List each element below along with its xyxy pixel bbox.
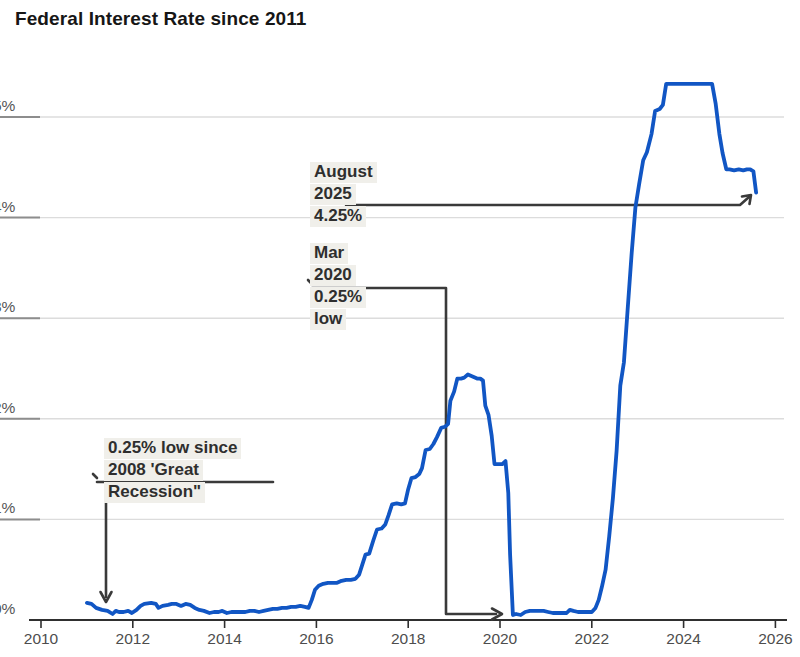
annotation-low-2011-line-1: 2008 'Great: [104, 460, 203, 481]
annotation-aug-2025-line-0: August: [310, 162, 377, 183]
y-tick-label-0%: 0%: [0, 600, 15, 618]
x-tick-label-2020: 2020: [483, 630, 517, 648]
x-tick-label-2014: 2014: [207, 630, 241, 648]
annotation-mar-2020-line-0: Mar: [310, 243, 348, 264]
annotation-aug-2025-line-1: 2025: [310, 184, 356, 205]
annotation-aug-2025-line-2: 4.25%: [310, 206, 366, 227]
y-tick-label-5%: 5%: [0, 97, 15, 115]
y-tick-label-1%: 1%: [0, 499, 15, 517]
x-tick-label-2010: 2010: [24, 630, 58, 648]
annotation-mar-2020-line-1: 2020: [310, 265, 356, 286]
annotation-mar-2020-line-3: low: [310, 309, 346, 330]
interest-rate-chart: Federal Interest Rate since 2011 0%1%2%3…: [0, 0, 800, 657]
x-tick-label-2012: 2012: [116, 630, 150, 648]
annotation-aug-2025: August20254.25%: [310, 162, 377, 228]
x-tick-label-2026: 2026: [758, 630, 792, 648]
annotation-low-2011-line-0: 0.25% low since: [104, 438, 241, 459]
annotation-leader-low-2011-0: [93, 474, 97, 478]
annotation-leader-mar-2020-1: [312, 288, 496, 614]
x-tick-label-2022: 2022: [575, 630, 609, 648]
annotation-leader-aug-2025-1: [346, 197, 749, 205]
annotation-mar-2020-line-2: 0.25%: [310, 287, 366, 308]
x-tick-label-2024: 2024: [666, 630, 700, 648]
y-tick-label-4%: 4%: [0, 198, 15, 216]
interest-rate-line: [87, 84, 756, 615]
y-tick-label-3%: 3%: [0, 298, 15, 316]
chart-canvas: [0, 0, 800, 657]
x-tick-label-2016: 2016: [299, 630, 333, 648]
annotation-low-2011-line-2: Recession": [104, 482, 205, 503]
annotation-mar-2020: Mar20200.25%low: [310, 243, 366, 331]
annotation-low-2011: 0.25% low since2008 'GreatRecession": [104, 438, 241, 504]
y-tick-label-2%: 2%: [0, 399, 15, 417]
x-tick-label-2018: 2018: [391, 630, 425, 648]
